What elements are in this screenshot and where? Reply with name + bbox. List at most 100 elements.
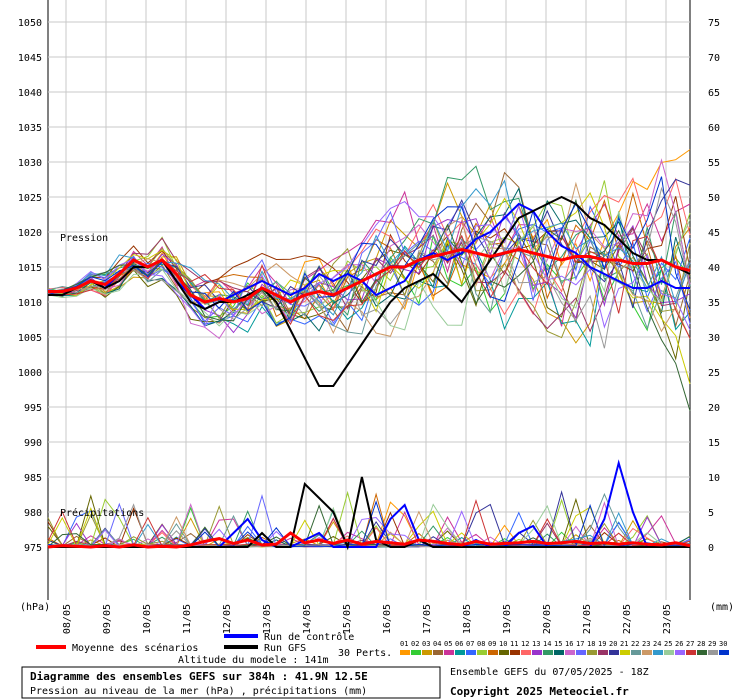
- left-tick-label: 990: [24, 438, 42, 449]
- legend-perts: 30 Perts.: [338, 648, 392, 659]
- pert-legend-number: 02: [411, 640, 419, 648]
- pert-legend-swatch: [444, 650, 454, 655]
- pert-legend-number: 21: [620, 640, 628, 648]
- copyright: Copyright 2025 Meteociel.fr: [450, 685, 629, 698]
- left-tick-label: 1010: [18, 298, 42, 309]
- pert-pressure-line: [47, 210, 691, 331]
- right-tick-label: 40: [708, 263, 720, 274]
- pert-legend-number: 20: [609, 640, 617, 648]
- mean-precip-line: [47, 531, 691, 549]
- right-tick-label: 30: [708, 333, 720, 344]
- right-tick-label: 5: [708, 508, 714, 519]
- pert-legend-swatch: [609, 650, 619, 655]
- pert-legend-swatch: [466, 650, 476, 655]
- pert-legend-swatch: [510, 650, 520, 655]
- pert-pressure-line: [47, 181, 691, 339]
- x-tick-label: 19/05: [502, 604, 513, 634]
- pert-legend-swatch: [631, 650, 641, 655]
- pert-pressure-line: [47, 186, 691, 349]
- pert-legend-number: 12: [521, 640, 529, 648]
- right-tick-label: 50: [708, 193, 720, 204]
- pert-pressure-line: [47, 191, 691, 385]
- x-tick-label: 08/05: [62, 604, 73, 634]
- left-tick-label: 1000: [18, 368, 42, 379]
- pert-legend-swatch: [620, 650, 630, 655]
- right-tick-label: 25: [708, 368, 720, 379]
- pert-legend-number: 18: [587, 640, 595, 648]
- x-tick-label: 16/05: [382, 604, 393, 634]
- pert-legend-number: 13: [532, 640, 540, 648]
- left-tick-label: 995: [24, 403, 42, 414]
- pert-legend-swatch: [455, 650, 465, 655]
- pert-legend-number: 24: [653, 640, 661, 648]
- x-tick-label: 18/05: [462, 604, 473, 634]
- pert-legend-swatch: [675, 650, 685, 655]
- pert-legend-swatch: [433, 650, 443, 655]
- pert-legend-swatch: [686, 650, 696, 655]
- pert-legend-number: 17: [576, 640, 584, 648]
- right-tick-label: 55: [708, 158, 720, 169]
- pert-legend-swatch: [664, 650, 674, 655]
- right-tick-label: 35: [708, 298, 720, 309]
- pert-legend-swatch: [532, 650, 542, 655]
- left-tick-label: 1025: [18, 193, 42, 204]
- pert-legend-number: 28: [697, 640, 705, 648]
- pert-legend-number: 07: [466, 640, 474, 648]
- pert-legend-swatch: [565, 650, 575, 655]
- x-tick-label: 22/05: [622, 604, 633, 634]
- main-lines: [47, 195, 691, 551]
- left-tick-label: 1050: [18, 18, 42, 29]
- x-tick-label: 17/05: [422, 604, 433, 634]
- pert-legend-number: 22: [631, 640, 639, 648]
- pert-legend-number: 23: [642, 640, 650, 648]
- pert-legend-swatch: [576, 650, 586, 655]
- right-tick-label: 0: [708, 543, 714, 554]
- precip-label: Précipitations: [60, 507, 144, 519]
- right-tick-label: 60: [708, 123, 720, 134]
- pert-legend-number: 30: [719, 640, 727, 648]
- pert-legend-swatch: [697, 650, 707, 655]
- pert-legend-swatch: [719, 650, 729, 655]
- pert-legend-swatch: [543, 650, 553, 655]
- pressure-label: Pression: [60, 233, 108, 244]
- x-tick-label: 20/05: [542, 604, 553, 634]
- right-tick-label: 10: [708, 473, 720, 484]
- pert-legend-swatch: [653, 650, 663, 655]
- pert-legend-number: 14: [543, 640, 551, 648]
- right-tick-label: 45: [708, 228, 720, 239]
- x-tick-label: 09/05: [102, 604, 113, 634]
- pert-legend-number: 16: [565, 640, 573, 648]
- pert-legend-number: 05: [444, 640, 452, 648]
- pert-legend-swatch: [499, 650, 509, 655]
- x-tick-label: 12/05: [222, 604, 233, 634]
- right-tick-label: 15: [708, 438, 720, 449]
- left-tick-label: 1040: [18, 88, 42, 99]
- x-tick-label: 11/05: [182, 604, 193, 634]
- pert-pressure-line: [47, 176, 691, 327]
- pert-pressure-line: [47, 233, 691, 335]
- pert-legend-swatch: [521, 650, 531, 655]
- altitude: Altitude du modele : 141m: [178, 655, 329, 666]
- left-tick-label: 1015: [18, 263, 42, 274]
- right-tick-label: 70: [708, 53, 720, 64]
- legend-gfs: Run GFS: [264, 643, 306, 654]
- pert-legend-number: 11: [510, 640, 518, 648]
- chart-subtitle: Pression au niveau de la mer (hPa) , pré…: [30, 685, 367, 697]
- chart-title: Diagramme des ensembles GEFS sur 384h : …: [30, 670, 368, 683]
- pert-legend-number: 03: [422, 640, 430, 648]
- perturbation-lines: [47, 149, 691, 548]
- pert-legend-number: 27: [686, 640, 694, 648]
- x-tick-label: 13/05: [262, 604, 273, 634]
- pert-legend-number: 26: [675, 640, 683, 648]
- pert-legend-number: 15: [554, 640, 562, 648]
- right-tick-label: 75: [708, 18, 720, 29]
- left-tick-label: 980: [24, 508, 42, 519]
- pert-legend-swatch: [477, 650, 487, 655]
- left-tick-label: 1020: [18, 228, 42, 239]
- left-unit: (hPa): [20, 602, 50, 613]
- left-tick-label: 1030: [18, 158, 42, 169]
- left-tick-label: 975: [24, 543, 42, 554]
- pert-legend-swatch: [422, 650, 432, 655]
- pert-legend-swatch: [411, 650, 421, 655]
